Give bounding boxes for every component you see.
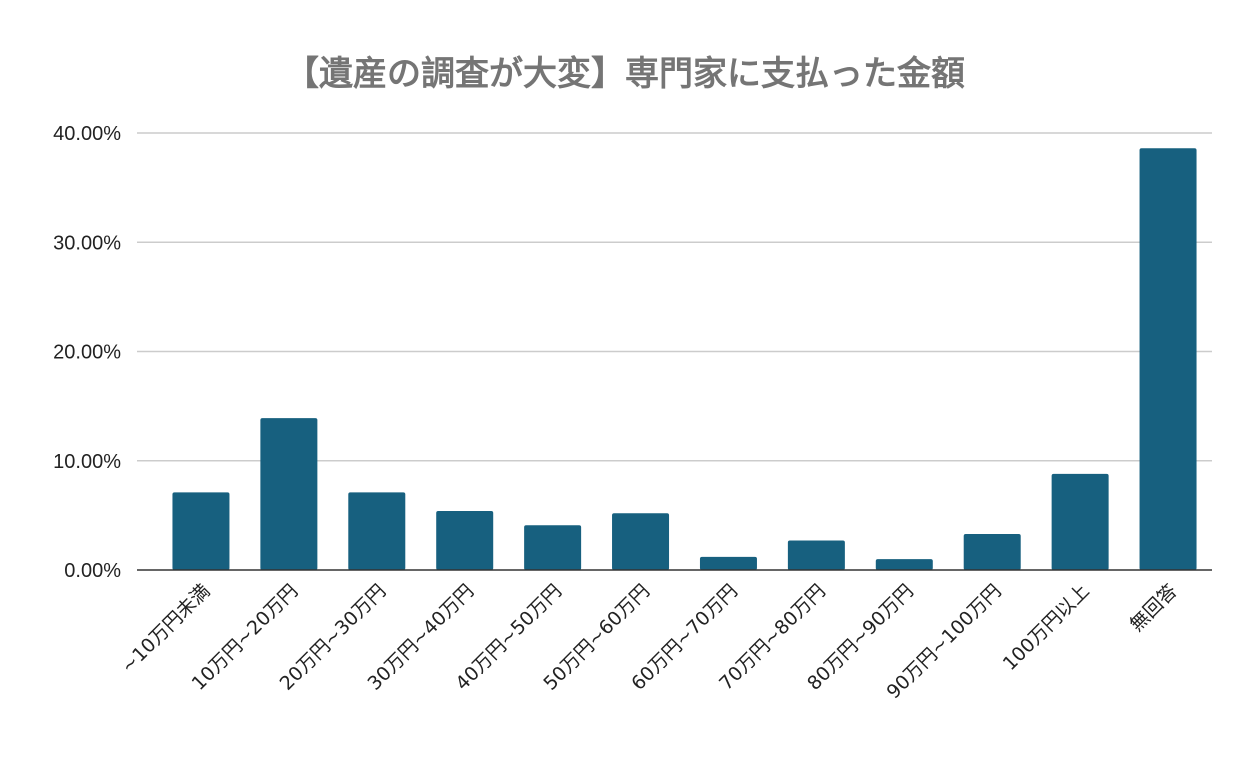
chart-title: 【遺産の調査が大変】専門家に支払った金額 <box>285 54 965 94</box>
bar <box>612 513 670 570</box>
bar <box>699 556 757 570</box>
bar <box>787 540 845 570</box>
y-tick-label: 40.00% <box>53 123 121 145</box>
x-category-label: 無回答 <box>1126 580 1182 636</box>
y-tick-label: 30.00% <box>53 232 121 254</box>
bars <box>172 148 1197 571</box>
y-axis-ticks: 0.00% 10.00% 20.00% 30.00% 40.00% <box>53 123 121 582</box>
y-tick-label: 10.00% <box>53 451 121 473</box>
bar <box>524 525 582 570</box>
y-tick-label: 0.00% <box>64 560 121 582</box>
x-axis-labels: ~10万円未満10万円~20万円20万円~30万円30万円~40万円40万円~5… <box>117 580 1182 703</box>
bar <box>436 511 494 570</box>
bar <box>1139 148 1197 571</box>
x-category-label: ~10万円未満 <box>117 580 215 678</box>
grid-lines <box>137 132 1212 462</box>
bar <box>1051 473 1109 570</box>
bar <box>260 418 318 570</box>
bar <box>348 492 406 570</box>
bar <box>963 533 1021 570</box>
bar <box>172 492 230 570</box>
bar <box>875 559 933 570</box>
x-category-label: 100万円以上 <box>999 580 1094 675</box>
y-tick-label: 20.00% <box>53 342 121 364</box>
